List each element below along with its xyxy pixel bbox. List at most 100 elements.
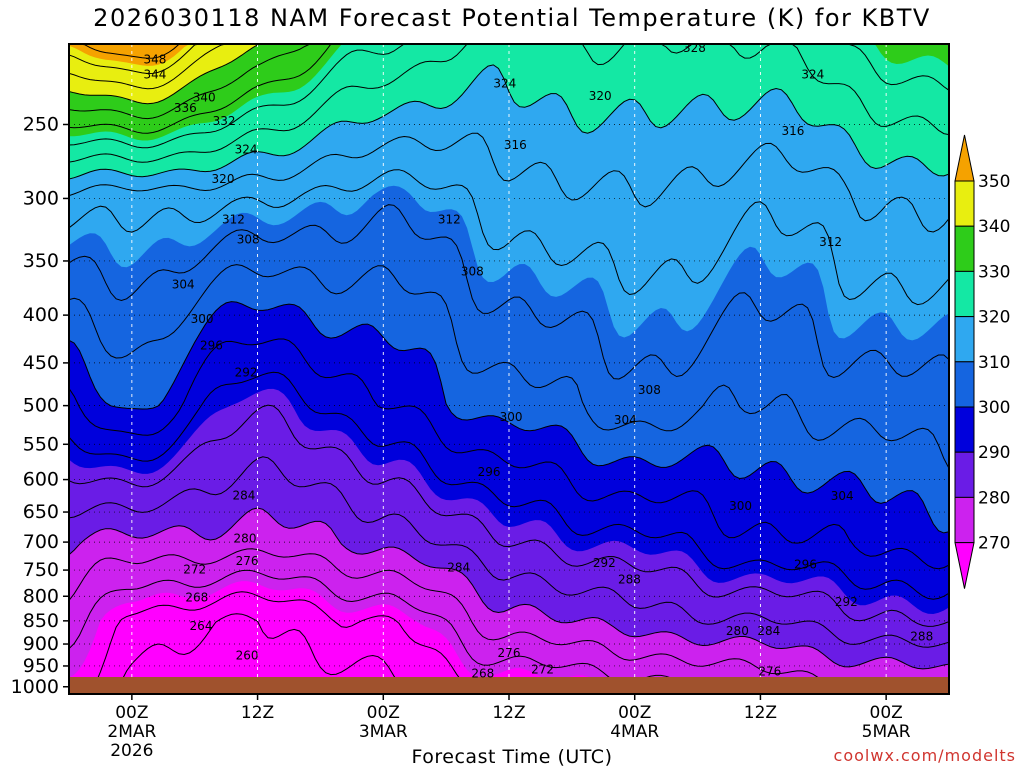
- contour-label-332: 332: [213, 114, 236, 128]
- x-tick-label-30-1: 3MAR: [359, 722, 408, 742]
- y-tick-label-1000: 1000: [11, 676, 59, 698]
- contour-label-296: 296: [200, 338, 223, 352]
- contour-label-300: 300: [500, 410, 523, 424]
- contour-label-268: 268: [185, 590, 208, 604]
- contour-label-272: 272: [183, 563, 206, 577]
- x-tick-label-6-1: 2MAR: [107, 722, 156, 742]
- contour-label-292: 292: [593, 556, 616, 570]
- ground-surface: [69, 677, 949, 694]
- isentrope-340: [69, 44, 949, 105]
- colorbar-label-350: 350: [978, 172, 1010, 192]
- y-tick-label-300: 300: [23, 187, 59, 209]
- contour-label-316: 316: [781, 124, 804, 138]
- contour-label-308: 308: [638, 383, 661, 397]
- contour-label-316: 316: [504, 138, 527, 152]
- colorbar-swatch-1: [954, 180, 975, 227]
- contour-label-344: 344: [143, 67, 166, 81]
- grid-lines: [69, 44, 949, 694]
- colorbar-swatch-above-350: [954, 134, 975, 182]
- colorbar-swatch-2: [954, 225, 975, 272]
- isentrope-272: [69, 569, 949, 694]
- colorbar-label-340: 340: [978, 217, 1010, 237]
- y-tick-label-250: 250: [23, 113, 59, 135]
- isentrope-264: [69, 613, 949, 694]
- contour-label-284: 284: [232, 488, 255, 502]
- contour-label-348: 348: [143, 53, 166, 67]
- plot-area: [69, 44, 949, 694]
- y-axis: 2503003504004505005506006507007508008509…: [11, 113, 69, 698]
- isentrope-276: [69, 548, 949, 693]
- band-above-330: [69, 44, 949, 141]
- contour-label-276: 276: [498, 646, 521, 660]
- x-tick-label-30-0: 00Z: [367, 703, 400, 723]
- colorbar-label-300: 300: [978, 398, 1010, 418]
- y-tick-label-600: 600: [23, 469, 59, 491]
- contour-label-312: 312: [222, 213, 245, 227]
- colorbar-swatch-4: [954, 316, 975, 363]
- colorbar-swatch-5: [954, 361, 975, 408]
- contour-label-324: 324: [235, 143, 258, 157]
- y-tick-label-650: 650: [23, 501, 59, 523]
- x-tick-label-18-0: 12Z: [241, 703, 274, 723]
- x-tick-label-42-0: 12Z: [492, 703, 525, 723]
- isentrope-328: [69, 44, 949, 149]
- contour-label-264: 264: [190, 619, 213, 633]
- x-tick-label-78-1: 5MAR: [862, 722, 911, 742]
- x-tick-label-66-0: 12Z: [744, 703, 777, 723]
- contour-label-layer: 3483443403363323243203123083043002962922…: [143, 41, 933, 681]
- colorbar-legend: 350 340 330 320 310 300 290 280 270: [954, 134, 1010, 589]
- contour-label-304: 304: [614, 413, 637, 427]
- x-tick-label-6-2: 2026: [110, 741, 153, 761]
- contour-label-280: 280: [726, 624, 749, 638]
- colorbar-label-280: 280: [978, 488, 1010, 508]
- source-credit: coolwx.com/modelts: [833, 746, 1016, 765]
- contour-label-300: 300: [729, 499, 752, 513]
- contour-label-320: 320: [589, 89, 612, 103]
- x-tick-label-54-1: 4MAR: [610, 722, 659, 742]
- contour-label-312: 312: [819, 235, 842, 249]
- band-above-350: [69, 44, 949, 66]
- contour-label-284: 284: [447, 560, 470, 574]
- contour-label-272: 272: [531, 662, 554, 676]
- y-tick-label-750: 750: [23, 559, 59, 581]
- colorbar-swatch-3: [954, 270, 975, 318]
- contour-label-260: 260: [236, 649, 259, 663]
- y-tick-label-550: 550: [23, 433, 59, 455]
- contour-label-288: 288: [910, 629, 933, 643]
- x-tick-label-6-0: 00Z: [115, 703, 148, 723]
- colorbar-label-330: 330: [978, 262, 1010, 282]
- y-tick-label-850: 850: [23, 610, 59, 632]
- x-tick-label-54-0: 00Z: [618, 703, 651, 723]
- chart-title: 2026030118 NAM Forecast Potential Temper…: [93, 4, 931, 32]
- isentrope-316: [69, 132, 949, 233]
- colorbar-swatch-7: [954, 451, 975, 498]
- contour-label-288: 288: [618, 573, 641, 587]
- colorbar-label-270: 270: [978, 534, 1010, 554]
- colorbar-swatch-6: [954, 406, 975, 453]
- colorbar-label-310: 310: [978, 353, 1010, 373]
- contour-label-308: 308: [237, 233, 260, 247]
- contour-label-284: 284: [757, 624, 780, 638]
- contour-label-340: 340: [193, 91, 216, 105]
- contour-label-280: 280: [234, 532, 257, 546]
- contour-label-296: 296: [794, 558, 817, 572]
- contour-label-312: 312: [438, 213, 461, 227]
- y-tick-label-400: 400: [23, 304, 59, 326]
- x-axis-label: Forecast Time (UTC): [411, 746, 613, 768]
- isentrope-332: [69, 44, 949, 134]
- colorbar-label-320: 320: [978, 308, 1010, 328]
- isentrope-288: [69, 404, 949, 627]
- contour-label-308: 308: [461, 264, 484, 278]
- y-tick-label-450: 450: [23, 352, 59, 374]
- contour-label-296: 296: [478, 465, 501, 479]
- contour-label-320: 320: [212, 172, 235, 186]
- contour-label-324: 324: [493, 77, 516, 91]
- x-tick-label-78-0: 00Z: [870, 703, 903, 723]
- contour-label-300: 300: [191, 312, 214, 326]
- isentrope-344: [69, 44, 949, 90]
- colorbar-swatch-below-270: [954, 542, 975, 589]
- isentrope-280: [69, 507, 949, 670]
- y-tick-label-950: 950: [23, 655, 59, 677]
- contour-label-304: 304: [172, 278, 195, 292]
